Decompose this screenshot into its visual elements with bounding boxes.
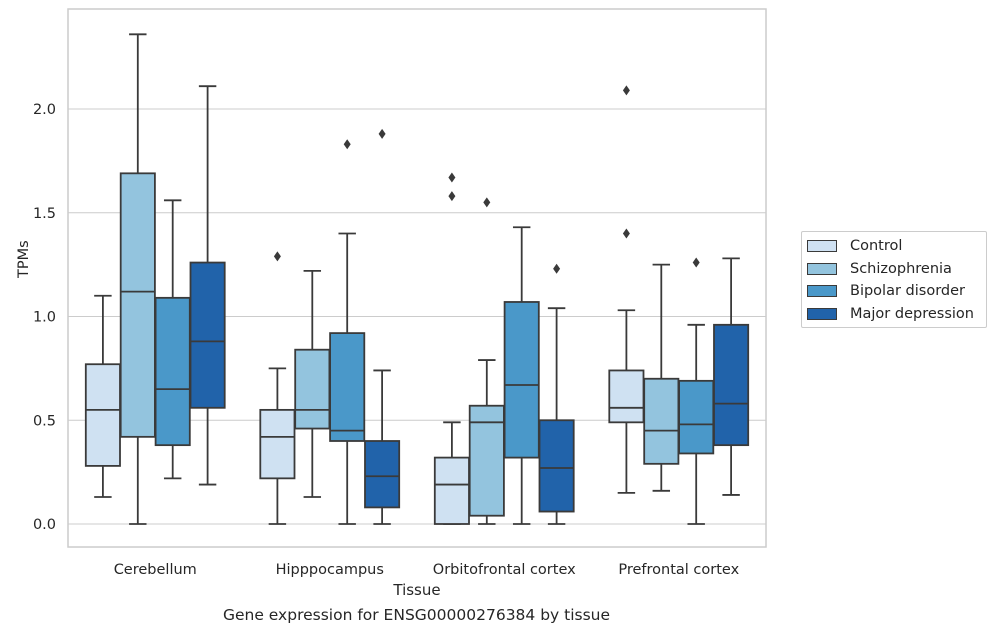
- box-body: [713, 323, 750, 447]
- chart-caption: Gene expression for ENSG00000276384 by t…: [222, 606, 611, 624]
- box-control: [433, 172, 470, 525]
- x-tick-label: Hipppocampus: [276, 562, 384, 578]
- y-axis-title: TPMs: [16, 240, 32, 278]
- box-body: [329, 332, 366, 442]
- outlier-point: [448, 172, 456, 183]
- legend-item: Control: [802, 235, 986, 258]
- outlier-point: [622, 228, 630, 239]
- box-body: [84, 363, 121, 467]
- legend-item: Major depression: [802, 303, 986, 326]
- box-bipolar-disorder: [329, 139, 366, 525]
- box-schizophrenia: [294, 269, 331, 498]
- box-major-depression: [364, 128, 401, 525]
- legend-label: Schizophrenia: [850, 260, 952, 277]
- outlier-point: [448, 191, 456, 202]
- box-body: [538, 419, 575, 513]
- y-tick-label: 2.0: [33, 102, 56, 118]
- outlier-point: [622, 85, 630, 96]
- plot-frame: [67, 8, 767, 548]
- box-body: [154, 296, 191, 447]
- box-control: [259, 251, 296, 525]
- box-major-depression: [713, 257, 750, 496]
- x-axis-title: Tissue: [392, 581, 440, 599]
- box-body: [294, 348, 331, 430]
- y-tick-label: 1.5: [33, 206, 56, 222]
- x-tick-label: Prefrontal cortex: [618, 562, 739, 578]
- legend-swatch: [807, 262, 837, 275]
- legend-item: Schizophrenia: [802, 258, 986, 281]
- box-body: [643, 377, 680, 465]
- box-major-depression: [538, 263, 575, 525]
- box-bipolar-disorder: [154, 199, 191, 480]
- y-tick-label: 1.0: [33, 310, 56, 326]
- legend-swatch: [807, 285, 837, 298]
- outlier-point: [553, 263, 561, 274]
- outlier-point: [483, 197, 491, 208]
- box-body: [608, 369, 645, 424]
- box-schizophrenia: [643, 263, 680, 492]
- legend-label: Major depression: [850, 305, 974, 322]
- box-schizophrenia: [119, 33, 156, 525]
- legend: Control Schizophrenia Bipolar disorder Majo…: [801, 231, 987, 328]
- box-body: [189, 261, 226, 409]
- legend-swatch: [807, 307, 837, 320]
- box-control: [84, 294, 121, 498]
- outlier-point: [692, 257, 700, 268]
- box-body: [259, 408, 296, 480]
- box-schizophrenia: [468, 197, 505, 525]
- y-tick-label: 0.0: [33, 517, 56, 533]
- legend-item: Bipolar disorder: [802, 280, 986, 303]
- box-body: [433, 456, 470, 525]
- outlier-point: [343, 139, 351, 150]
- x-tick-label: Cerebellum: [114, 562, 197, 578]
- legend-swatch: [807, 240, 837, 253]
- box-body: [503, 301, 540, 459]
- legend-label: Control: [850, 238, 903, 255]
- box-bipolar-disorder: [503, 226, 540, 525]
- box-major-depression: [189, 85, 226, 486]
- box-body: [119, 172, 156, 438]
- box-control: [608, 85, 645, 494]
- y-tick-label: 0.5: [33, 413, 56, 429]
- box-bipolar-disorder: [678, 257, 715, 525]
- legend-label: Bipolar disorder: [850, 283, 965, 300]
- outlier-point: [378, 128, 386, 139]
- box-body: [468, 404, 505, 517]
- box-body: [364, 440, 401, 509]
- box-body: [678, 379, 715, 455]
- outlier-point: [273, 251, 281, 262]
- x-tick-label: Orbitofrontal cortex: [433, 562, 576, 578]
